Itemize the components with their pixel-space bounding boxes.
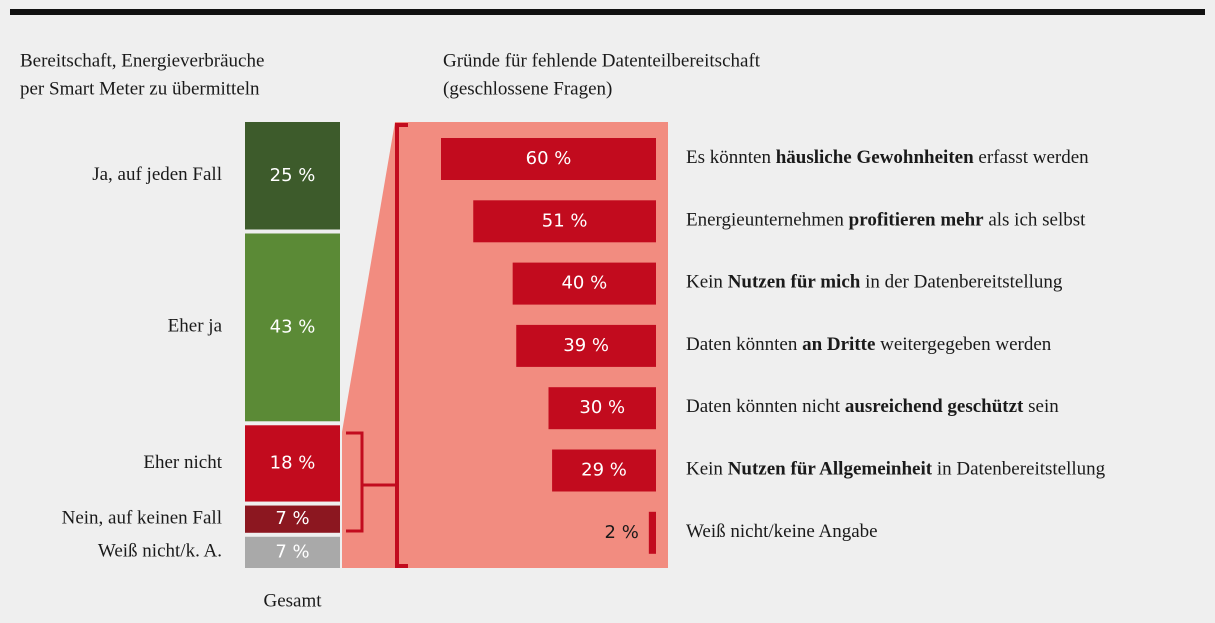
value-label: 43 % (270, 316, 316, 337)
category-label-part: häusliche Gewohnheiten (776, 147, 974, 168)
chart-subtitle: per Smart Meter zu übermitteln (20, 78, 260, 99)
category-label: Weiß nicht/keine Angabe (686, 521, 878, 542)
bar (473, 200, 656, 243)
value-label: 2 % (605, 522, 639, 543)
value-label: 40 % (561, 273, 607, 294)
category-label: Es könnten häusliche Gewohnheiten erfass… (686, 147, 1089, 168)
bar (516, 324, 656, 367)
bar (512, 262, 656, 305)
category-label-part: Weiß nicht/keine Angabe (686, 521, 878, 542)
legend-label: Weiß nicht/k. A. (98, 541, 222, 562)
category-label-part: Nutzen für Allgemeinheit (728, 459, 933, 480)
category-label-part: Kein (686, 459, 728, 480)
bar (548, 387, 656, 430)
category-label: Energieunternehmen profitieren mehr als … (686, 210, 1086, 231)
bar (552, 449, 656, 492)
chart-subtitle: (geschlossene Fragen) (443, 78, 612, 99)
value-label: 51 % (542, 210, 588, 231)
category-label-part: erfasst werden (974, 147, 1090, 168)
category-label-part: profitieren mehr (849, 210, 984, 231)
category-label-part: Energieunternehmen (686, 210, 849, 231)
chart-subtitle: Gründe für fehlende Datenteilbereitschaf… (443, 50, 761, 71)
chart-subtitle: Bereitschaft, Energieverbräuche (20, 50, 264, 71)
bar (441, 138, 656, 180)
category-label-part: Daten könnten (686, 334, 802, 355)
category-label: Kein Nutzen für Allgemeinheit in Datenbe… (686, 459, 1106, 480)
category-label: Daten könnten nicht ausreichend geschütz… (686, 397, 1059, 418)
category-label-part: an Dritte (802, 334, 875, 355)
category-label-part: als ich selbst (984, 210, 1087, 231)
bar (648, 511, 656, 554)
category-label-part: in der Datenbereitstellung (860, 272, 1063, 293)
value-label: 29 % (581, 460, 627, 481)
legend-label: Eher nicht (143, 452, 222, 473)
category-label-part: Kein (686, 272, 728, 293)
bar-segment (245, 233, 340, 422)
value-label: 25 % (270, 165, 316, 186)
category-label-part: ausreichend geschützt (845, 397, 1024, 418)
value-label: 30 % (579, 397, 625, 418)
bar-segment (245, 505, 340, 533)
x-tick-label: Gesamt (263, 590, 322, 611)
bracket-large (395, 123, 408, 568)
value-label: 60 % (526, 148, 572, 169)
value-label: 18 % (270, 452, 316, 473)
category-label-part: sein (1023, 397, 1059, 418)
category-label-part: weitergegeben werden (875, 334, 1051, 355)
category-label-part: Es könnten (686, 147, 776, 168)
bar-segment (245, 122, 340, 230)
bar-segment (245, 425, 340, 502)
category-label-part: in Datenbereitstellung (932, 459, 1106, 480)
category-label-part: Nutzen für mich (728, 272, 861, 293)
value-label: 7 % (275, 508, 309, 529)
value-label: 7 % (275, 541, 309, 562)
legend-label: Eher ja (168, 316, 223, 337)
category-label: Kein Nutzen für mich in der Datenbereits… (686, 272, 1063, 293)
bar-segment (245, 536, 340, 568)
value-label: 39 % (563, 335, 609, 356)
legend-label: Ja, auf jeden Fall (92, 164, 222, 185)
legend-label: Nein, auf keinen Fall (62, 508, 222, 529)
bracket-small (346, 431, 397, 533)
category-label: Daten könnten an Dritte weitergegeben we… (686, 334, 1052, 355)
top-rule (10, 9, 1205, 15)
category-label-part: Daten könnten nicht (686, 397, 845, 418)
